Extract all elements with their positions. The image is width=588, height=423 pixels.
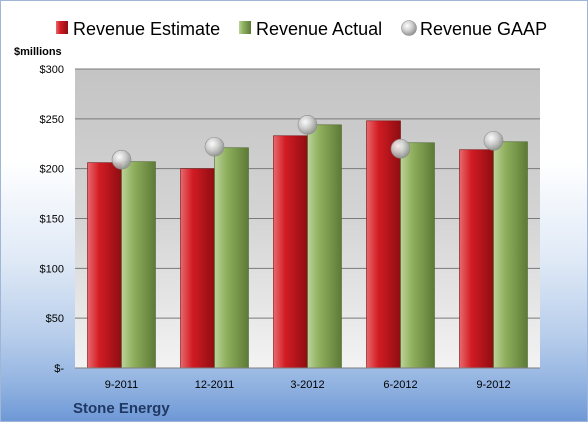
- gaap-marker: [483, 130, 504, 151]
- x-tick-label: 12-2011: [195, 379, 235, 391]
- gaap-marker: [390, 138, 411, 159]
- y-tick-label: $300: [40, 64, 64, 76]
- x-axis-ticks: 9-2011 12-2011 3-2012 6-2012 9-2012: [105, 379, 511, 391]
- legend-label: Revenue Estimate: [73, 19, 220, 39]
- estimate-bar: [366, 120, 401, 369]
- legend-swatch: [401, 20, 417, 36]
- actual-bar: [214, 147, 249, 369]
- legend-label: Revenue Actual: [256, 19, 382, 39]
- gaap-marker: [204, 136, 225, 157]
- y-tick-label: $150: [40, 214, 64, 226]
- y-axis-ticks: $- $50 $100 $150 $200 $250 $300: [40, 64, 65, 375]
- estimate-bar: [273, 135, 308, 369]
- legend-swatch: [239, 21, 251, 34]
- x-tick-label: 9-2011: [105, 379, 138, 391]
- y-tick-label: $100: [40, 263, 64, 275]
- legend: Revenue Estimate Revenue Actual Revenue GA…: [56, 19, 547, 39]
- legend-label: Revenue GAAP: [420, 19, 547, 39]
- actual-bar: [493, 141, 528, 369]
- estimate-bar: [87, 162, 122, 369]
- legend-swatch: [56, 21, 68, 34]
- gaap-marker: [297, 115, 318, 135]
- unit-label: $millions: [14, 46, 62, 58]
- estimate-bar: [180, 168, 215, 369]
- y-tick-label: $50: [46, 313, 64, 325]
- gaap-markers: [111, 115, 504, 170]
- actual-bar: [121, 161, 156, 369]
- x-tick-label: 3-2012: [290, 379, 324, 391]
- x-tick-label: 9-2012: [476, 379, 510, 391]
- y-tick-label: $-: [54, 363, 64, 375]
- y-tick-label: $250: [40, 114, 64, 126]
- company-name: Stone Energy: [73, 400, 170, 417]
- bars: [87, 120, 528, 369]
- actual-bar: [307, 124, 342, 369]
- x-tick-label: 6-2012: [383, 379, 417, 391]
- gaap-marker: [111, 149, 132, 170]
- estimate-bar: [459, 149, 494, 369]
- y-tick-label: $200: [40, 164, 64, 176]
- actual-bar: [400, 142, 435, 369]
